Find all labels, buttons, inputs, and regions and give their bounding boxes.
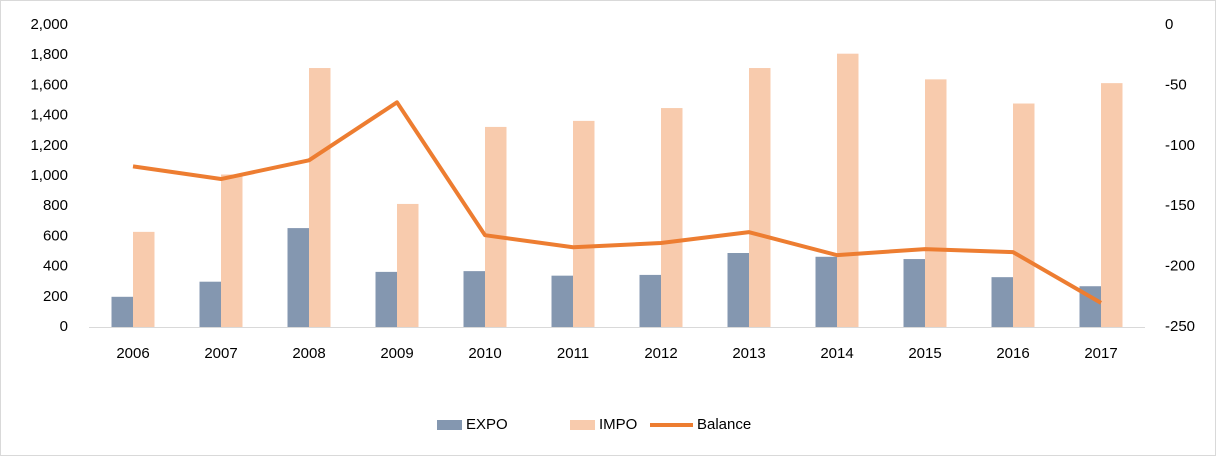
x-tick-label: 2011 xyxy=(557,345,589,362)
y-tick-label: 0 xyxy=(60,318,68,335)
y2-tick-label: -50 xyxy=(1165,76,1187,93)
x-tick-label: 2006 xyxy=(116,345,149,362)
bar xyxy=(727,253,749,327)
legend-label: EXPO xyxy=(466,416,508,433)
x-tick-label: 2008 xyxy=(292,345,325,362)
legend-swatch xyxy=(437,420,462,430)
x-tick-label: 2016 xyxy=(996,345,1029,362)
x-tick-label: 2017 xyxy=(1084,345,1117,362)
y2-tick-label: -100 xyxy=(1165,137,1195,154)
bar xyxy=(397,203,419,327)
bar xyxy=(991,277,1013,327)
x-tick-label: 2007 xyxy=(204,345,237,362)
bar xyxy=(837,53,859,327)
y-tick-label: 1,600 xyxy=(30,76,68,93)
bar xyxy=(463,271,485,327)
y-tick-label: 800 xyxy=(43,197,68,214)
bar xyxy=(1101,83,1123,327)
y-tick-label: 2,000 xyxy=(30,16,68,33)
y-tick-label: 1,400 xyxy=(30,107,68,124)
y2-tick-label: -150 xyxy=(1165,197,1195,214)
x-tick-label: 2013 xyxy=(732,345,765,362)
bar xyxy=(573,120,595,327)
bar xyxy=(815,256,837,327)
y-tick-label: 1,000 xyxy=(30,167,68,184)
bar xyxy=(639,274,661,327)
y2-tick-label: -250 xyxy=(1165,318,1195,335)
y-tick-label: 400 xyxy=(43,258,68,275)
bar xyxy=(551,275,573,327)
bar xyxy=(1079,286,1101,327)
bar xyxy=(903,259,925,327)
y2-tick-label: 0 xyxy=(1165,16,1173,33)
legend-label: Balance xyxy=(697,416,751,433)
bar xyxy=(749,68,771,327)
bar xyxy=(199,281,221,327)
y2-tick-label: -200 xyxy=(1165,258,1195,275)
bar xyxy=(375,271,397,327)
bar xyxy=(485,126,507,327)
bar xyxy=(221,174,243,327)
y-tick-label: 1,800 xyxy=(30,46,68,63)
bar xyxy=(1013,103,1035,328)
x-tick-label: 2012 xyxy=(644,345,677,362)
x-tick-label: 2015 xyxy=(908,345,941,362)
bar xyxy=(111,296,133,327)
bar xyxy=(661,108,683,327)
x-tick-label: 2010 xyxy=(468,345,501,362)
x-tick-label: 2014 xyxy=(820,345,853,362)
bar xyxy=(925,79,947,327)
y-tick-label: 600 xyxy=(43,227,68,244)
bar xyxy=(309,68,331,327)
legend-label: IMPO xyxy=(599,416,637,433)
y-tick-label: 1,200 xyxy=(30,137,68,154)
bar xyxy=(287,228,309,327)
y-tick-label: 200 xyxy=(43,288,68,305)
line-series xyxy=(132,100,1102,305)
legend-swatch xyxy=(570,420,595,430)
x-tick-label: 2009 xyxy=(380,345,413,362)
bar xyxy=(133,231,155,327)
